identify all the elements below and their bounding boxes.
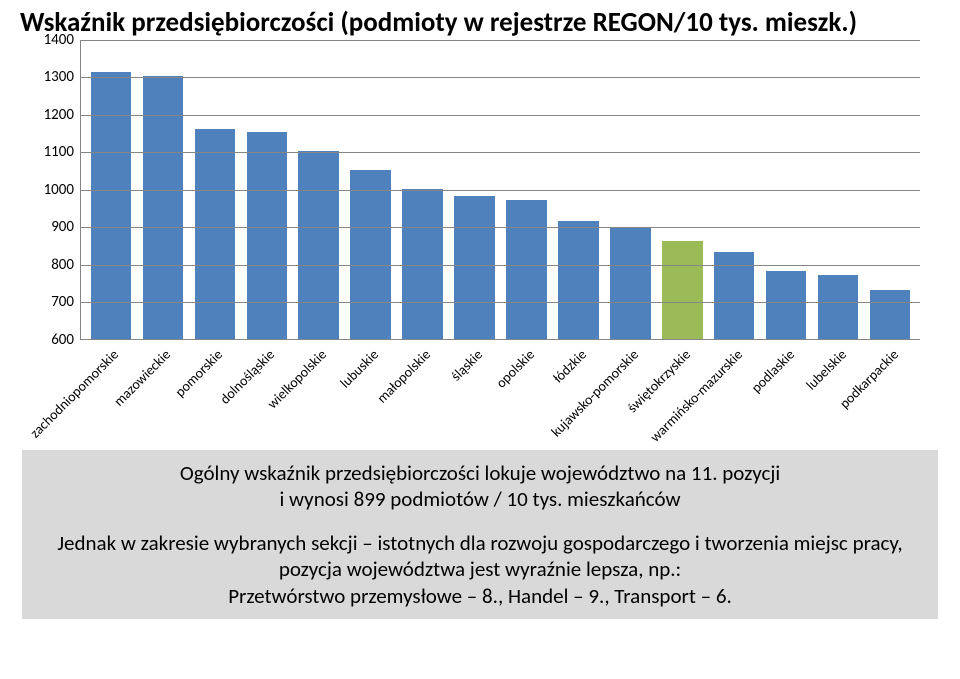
bar — [247, 132, 288, 338]
x-tick-label: zachodniopomorskie — [27, 346, 122, 441]
x-tick-label: opolskie — [493, 346, 539, 392]
gridline — [81, 77, 920, 78]
x-label-slot: podkarpackie — [864, 340, 916, 450]
caption-box: Ogólny wskaźnik przedsiębiorczości lokuj… — [22, 450, 938, 619]
bar-slot — [552, 221, 604, 339]
bar-slot — [812, 275, 864, 339]
bar-slot — [293, 151, 345, 339]
bar-slot — [501, 200, 553, 339]
gridline — [81, 152, 920, 153]
gridline — [81, 190, 920, 191]
x-tick-label: lubuskie — [337, 346, 382, 391]
bar-slot — [345, 170, 397, 339]
bar — [91, 72, 132, 338]
caption-line-2: i wynosi 899 podmiotów / 10 tys. mieszka… — [279, 486, 680, 512]
caption-line-3: Jednak w zakresie wybranych sekcji – ist… — [57, 530, 902, 556]
x-label-slot: małopolskie — [396, 340, 448, 450]
bar — [402, 189, 443, 339]
x-label-slot: śląskie — [448, 340, 500, 450]
bar — [818, 275, 859, 339]
y-tick-label: 1000 — [24, 181, 74, 199]
x-label-slot: podlaskie — [760, 340, 812, 450]
y-tick-label: 1400 — [24, 31, 74, 49]
bar-chart: zachodniopomorskiemazowieckiepomorskiedo… — [20, 40, 940, 450]
gridline — [81, 227, 920, 228]
x-axis-labels: zachodniopomorskiemazowieckiepomorskiedo… — [80, 340, 920, 450]
bar — [766, 271, 807, 339]
gridline — [81, 302, 920, 303]
bar-slot — [189, 129, 241, 339]
y-tick-label: 600 — [24, 331, 74, 349]
caption-line-5: Przetwórstwo przemysłowe – 8., Handel – … — [228, 583, 732, 609]
bar-slot — [760, 271, 812, 339]
x-tick-label: łódzkie — [550, 346, 591, 387]
bar — [195, 129, 236, 339]
gridline — [81, 265, 920, 266]
bar — [662, 241, 703, 339]
bar — [558, 221, 599, 339]
bar-slot — [604, 227, 656, 339]
slide-title: Wskaźnik przedsiębiorczości (podmioty w … — [20, 8, 940, 38]
caption-line-4: pozycja województwa jest wyraźnie lepsza… — [279, 556, 681, 582]
bar — [506, 200, 547, 339]
plot-area — [80, 40, 920, 340]
y-tick-label: 1100 — [24, 143, 74, 161]
bar — [298, 151, 339, 339]
x-label-slot: wielkopolskie — [292, 340, 344, 450]
bar — [350, 170, 391, 339]
y-tick-label: 1200 — [24, 106, 74, 124]
bar — [870, 290, 911, 339]
caption-paragraph-2: Jednak w zakresie wybranych sekcji – ist… — [50, 530, 910, 609]
gridline — [81, 40, 920, 41]
y-tick-label: 900 — [24, 218, 74, 236]
bar-slot — [864, 290, 916, 339]
gridline — [81, 115, 920, 116]
bar-slot — [85, 72, 137, 338]
y-tick-label: 1300 — [24, 68, 74, 86]
x-label-slot: warmińsko-mazurskie — [708, 340, 760, 450]
slide: Wskaźnik przedsiębiorczości (podmioty w … — [0, 0, 960, 679]
bar — [610, 227, 651, 339]
bar-slot — [241, 132, 293, 338]
bar-slot — [656, 241, 708, 339]
bar-slot — [449, 196, 501, 339]
y-tick-label: 800 — [24, 256, 74, 274]
x-label-slot: opolskie — [500, 340, 552, 450]
y-tick-label: 700 — [24, 293, 74, 311]
caption-paragraph-1: Ogólny wskaźnik przedsiębiorczości lokuj… — [50, 460, 910, 513]
bar — [454, 196, 495, 339]
x-tick-label: śląskie — [448, 346, 486, 384]
bar-slot — [397, 189, 449, 339]
caption-line-1: Ogólny wskaźnik przedsiębiorczości lokuj… — [180, 460, 780, 486]
